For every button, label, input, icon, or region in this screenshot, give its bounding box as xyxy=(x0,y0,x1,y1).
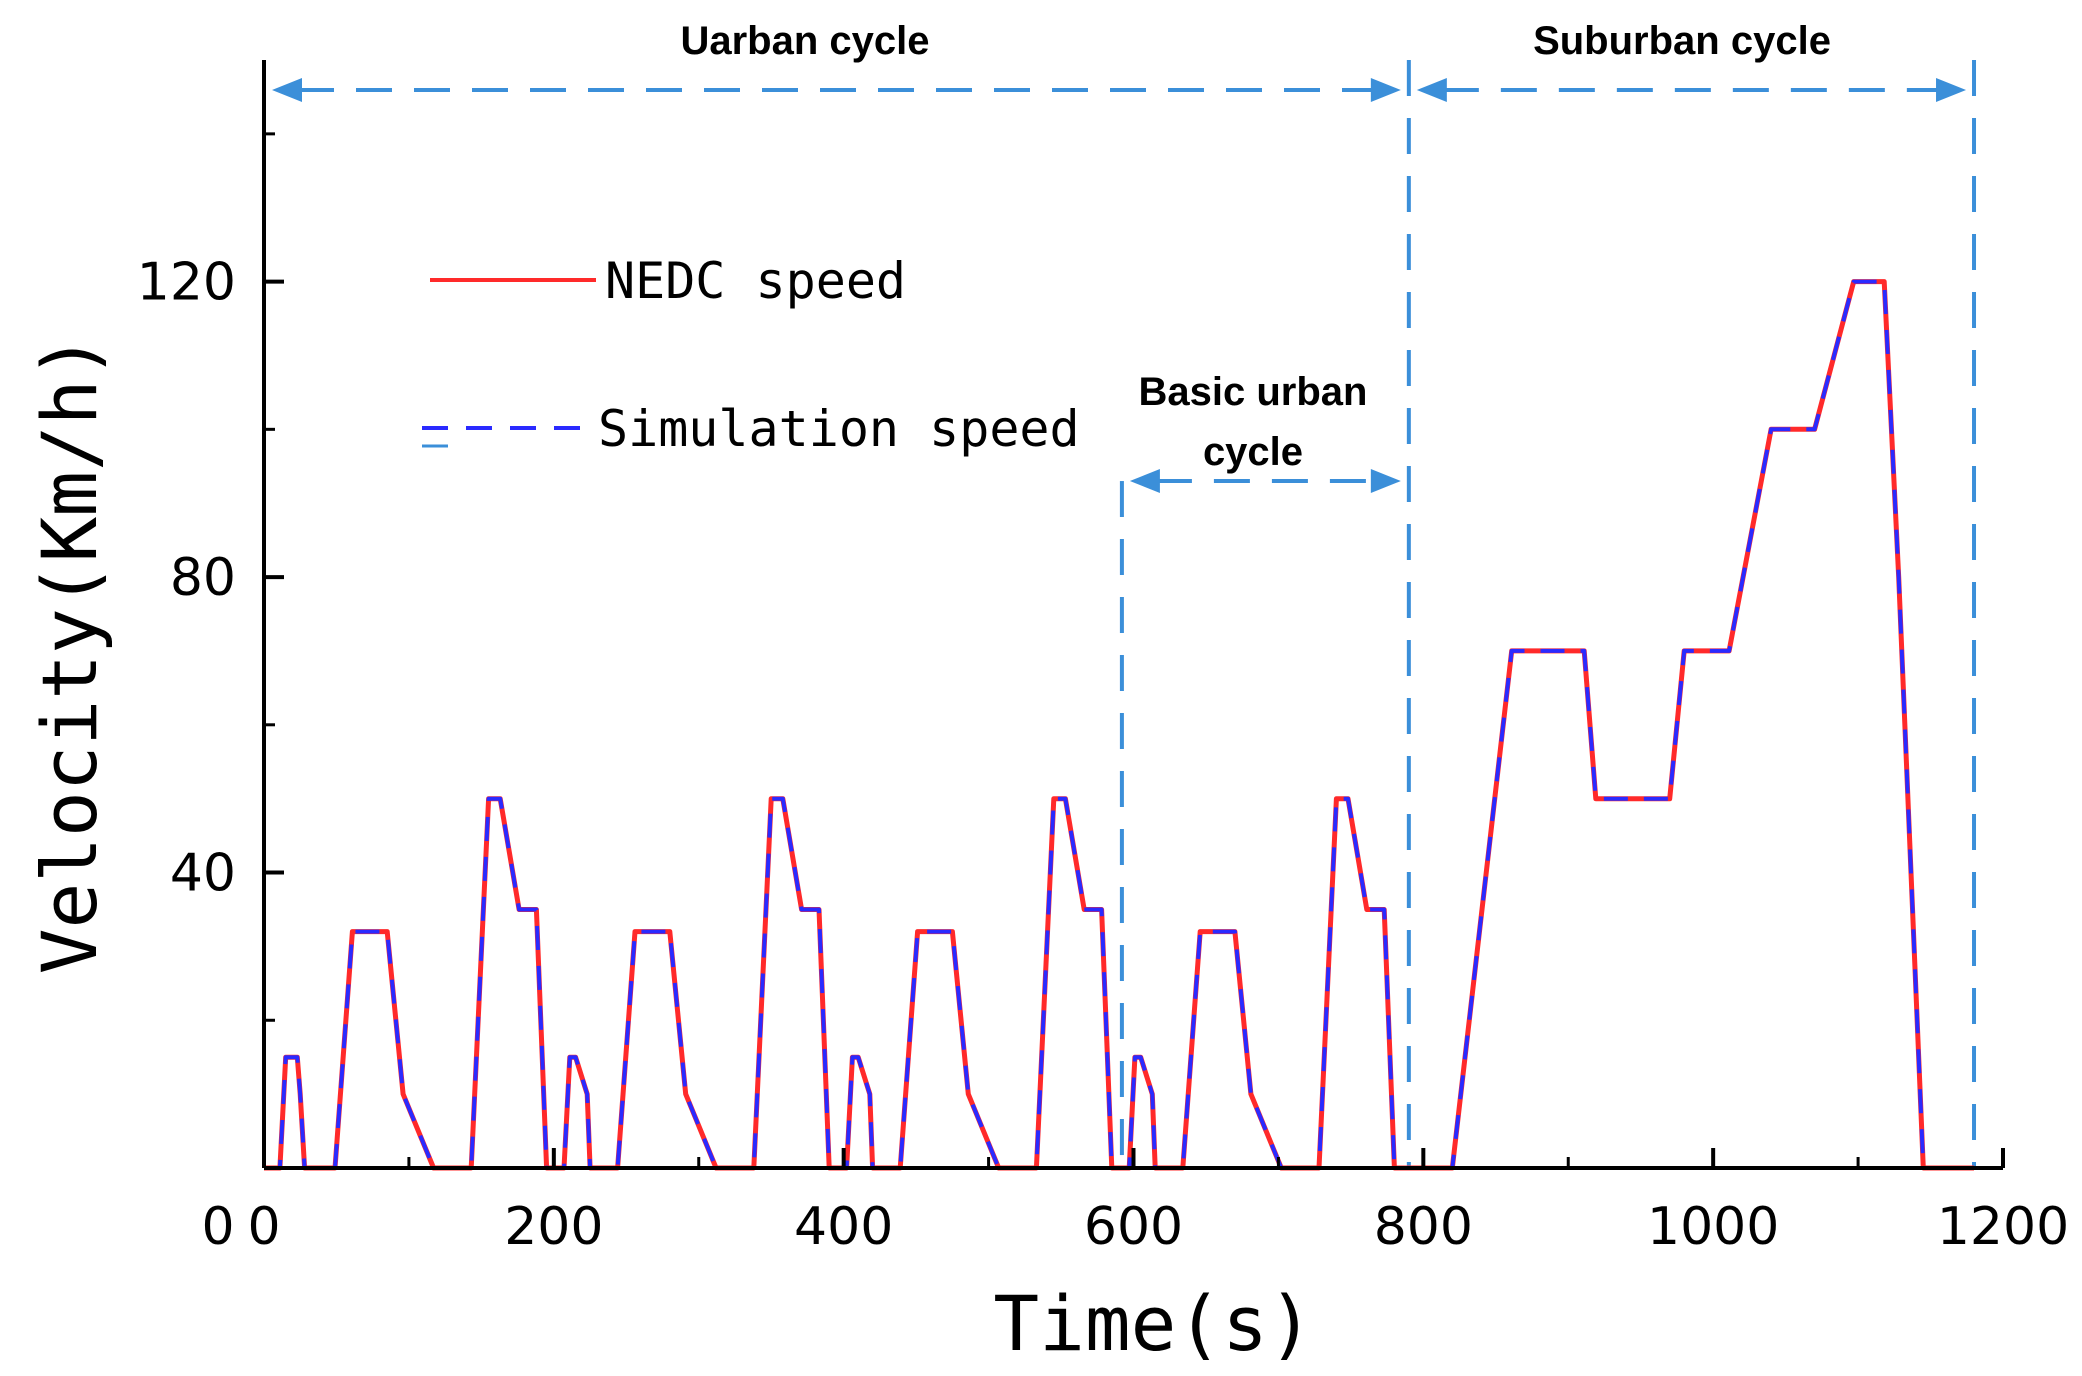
x-tick-label-origin: 0 xyxy=(201,1197,234,1257)
x-tick-label: 1200 xyxy=(1937,1197,2069,1257)
legend-simulation-label: Simulation speed xyxy=(598,400,1080,458)
x-tick-label: 1000 xyxy=(1647,1197,1779,1257)
arrow-head xyxy=(1370,78,1401,102)
arrow-head xyxy=(272,78,302,102)
x-tick-label: 0 xyxy=(247,1197,280,1257)
series-nedc-speed xyxy=(264,279,1974,1171)
arrow-head xyxy=(1936,78,1967,102)
suburban-cycle-label: Suburban cycle xyxy=(1533,19,1831,63)
basic-urban-cycle-label-line1: Basic urban xyxy=(1139,370,1368,414)
arrow-head xyxy=(1370,469,1401,494)
legend-nedc-label: NEDC speed xyxy=(605,252,906,310)
y-tick-label: 120 xyxy=(137,253,236,313)
legend: NEDC speed Simulation speed xyxy=(422,252,1080,458)
x-axis-title: Time(s) xyxy=(993,1279,1313,1368)
y-axis-title: Velocity(Km/h) xyxy=(25,334,114,975)
series-layer xyxy=(264,279,1974,1171)
basic-urban-cycle-label-line2: cycle xyxy=(1203,430,1303,474)
x-tick-label: 800 xyxy=(1374,1197,1473,1257)
series-simulation-speed xyxy=(264,279,1974,1170)
x-tick-label: 200 xyxy=(504,1197,603,1257)
y-tick-label: 80 xyxy=(170,548,236,608)
arrow-head xyxy=(1416,78,1447,102)
arrow-head xyxy=(1129,469,1160,494)
y-tick-label: 40 xyxy=(170,844,236,904)
urban-cycle-label: Uarban cycle xyxy=(680,19,929,63)
annotation-lines xyxy=(272,60,1977,1168)
x-tick-label: 600 xyxy=(1084,1197,1183,1257)
x-tick-label: 400 xyxy=(794,1197,893,1257)
